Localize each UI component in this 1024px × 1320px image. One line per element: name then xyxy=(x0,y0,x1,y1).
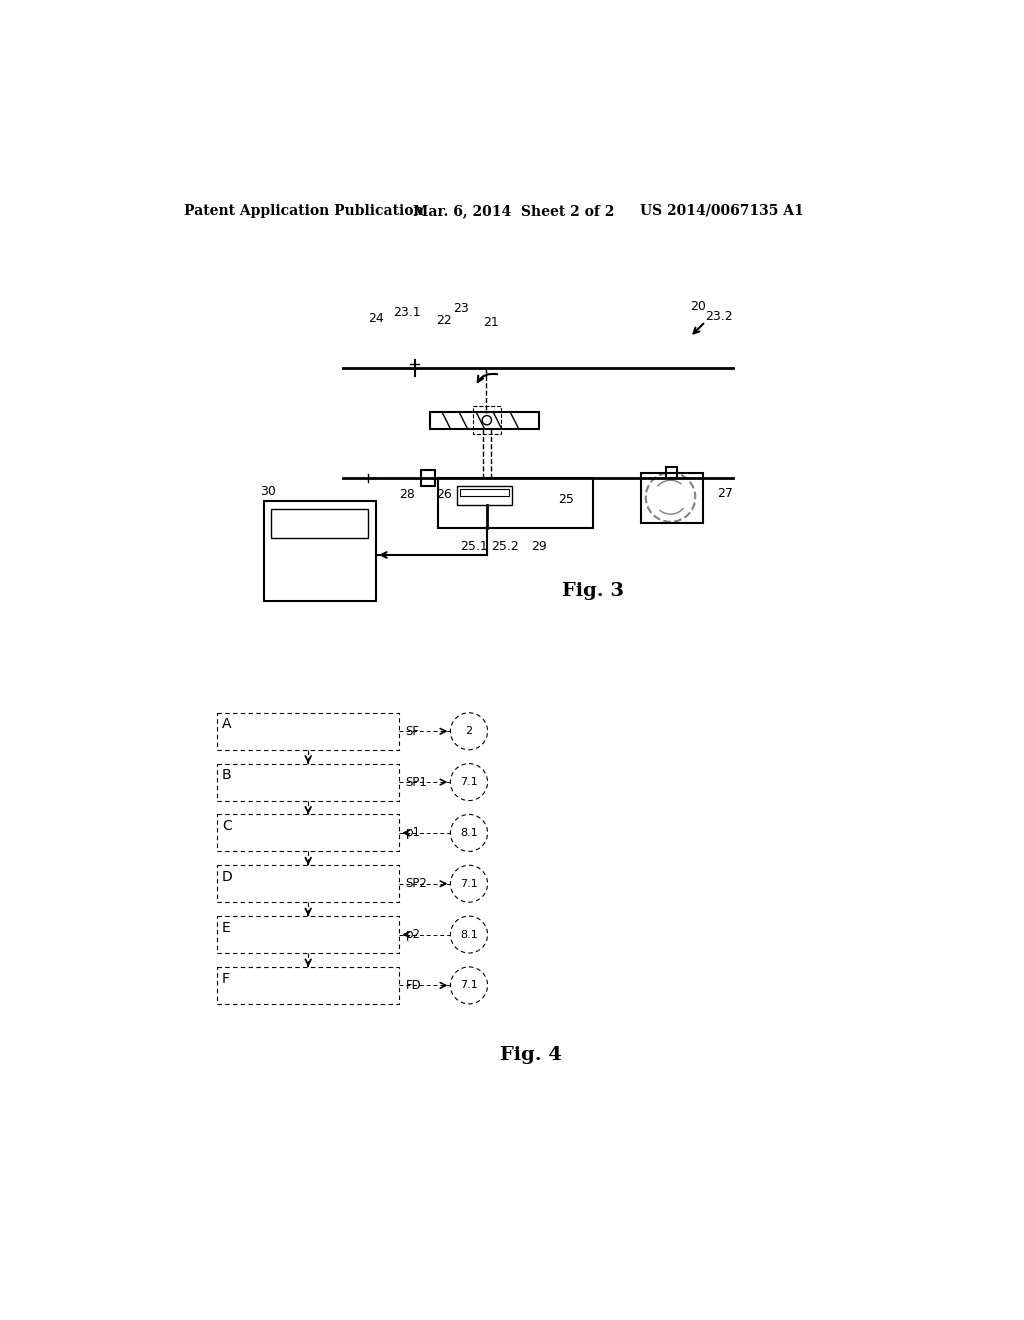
Text: 20: 20 xyxy=(690,300,706,313)
Circle shape xyxy=(451,763,487,800)
Text: 27: 27 xyxy=(717,487,733,500)
Text: 22: 22 xyxy=(436,314,452,326)
Circle shape xyxy=(451,866,487,903)
Text: 2: 2 xyxy=(466,726,472,737)
Bar xyxy=(217,916,399,953)
Text: 25.2: 25.2 xyxy=(492,540,519,553)
Bar xyxy=(460,488,509,496)
Bar xyxy=(271,508,369,539)
Bar xyxy=(641,474,703,523)
Text: SP2: SP2 xyxy=(406,878,427,890)
Text: 7.1: 7.1 xyxy=(460,879,478,888)
Bar xyxy=(217,966,399,1003)
Text: D: D xyxy=(222,870,232,884)
Bar xyxy=(217,814,399,851)
Text: Fig. 4: Fig. 4 xyxy=(500,1047,562,1064)
Text: US 2014/0067135 A1: US 2014/0067135 A1 xyxy=(640,203,803,218)
Bar xyxy=(263,502,376,601)
Text: 28: 28 xyxy=(399,488,415,502)
Text: 8.1: 8.1 xyxy=(460,929,478,940)
Text: E: E xyxy=(222,921,230,935)
Bar xyxy=(458,486,512,506)
Text: 25: 25 xyxy=(558,492,574,506)
Bar xyxy=(217,866,399,903)
Circle shape xyxy=(482,416,492,425)
Text: A: A xyxy=(222,718,231,731)
Text: p2: p2 xyxy=(406,928,421,941)
Text: 23: 23 xyxy=(454,302,469,315)
Text: Fig. 3: Fig. 3 xyxy=(562,582,624,599)
Text: 25.1: 25.1 xyxy=(461,540,488,553)
Bar xyxy=(217,763,399,800)
Circle shape xyxy=(451,966,487,1003)
Text: B: B xyxy=(222,768,231,783)
Bar xyxy=(421,470,435,486)
Text: 29: 29 xyxy=(530,540,547,553)
Circle shape xyxy=(451,916,487,953)
Bar xyxy=(438,478,593,528)
Circle shape xyxy=(451,814,487,851)
Circle shape xyxy=(451,713,487,750)
Bar xyxy=(430,412,539,429)
Text: p1: p1 xyxy=(406,826,421,840)
Text: 24: 24 xyxy=(368,312,384,325)
Text: 21: 21 xyxy=(483,315,499,329)
Text: 23.2: 23.2 xyxy=(705,310,732,323)
Text: SP1: SP1 xyxy=(406,776,427,788)
Text: Patent Application Publication: Patent Application Publication xyxy=(183,203,424,218)
Text: Mar. 6, 2014  Sheet 2 of 2: Mar. 6, 2014 Sheet 2 of 2 xyxy=(414,203,614,218)
Text: F: F xyxy=(222,972,229,986)
Text: 7.1: 7.1 xyxy=(460,777,478,787)
Bar xyxy=(666,467,677,478)
Text: SF: SF xyxy=(406,725,420,738)
Text: 26: 26 xyxy=(436,488,452,502)
Bar xyxy=(217,713,399,750)
Bar xyxy=(473,407,501,434)
Text: 23.1: 23.1 xyxy=(393,306,421,319)
Text: 30: 30 xyxy=(260,486,275,499)
Text: C: C xyxy=(222,818,231,833)
Text: FD: FD xyxy=(406,979,421,991)
Text: 8.1: 8.1 xyxy=(460,828,478,838)
Text: 7.1: 7.1 xyxy=(460,981,478,990)
